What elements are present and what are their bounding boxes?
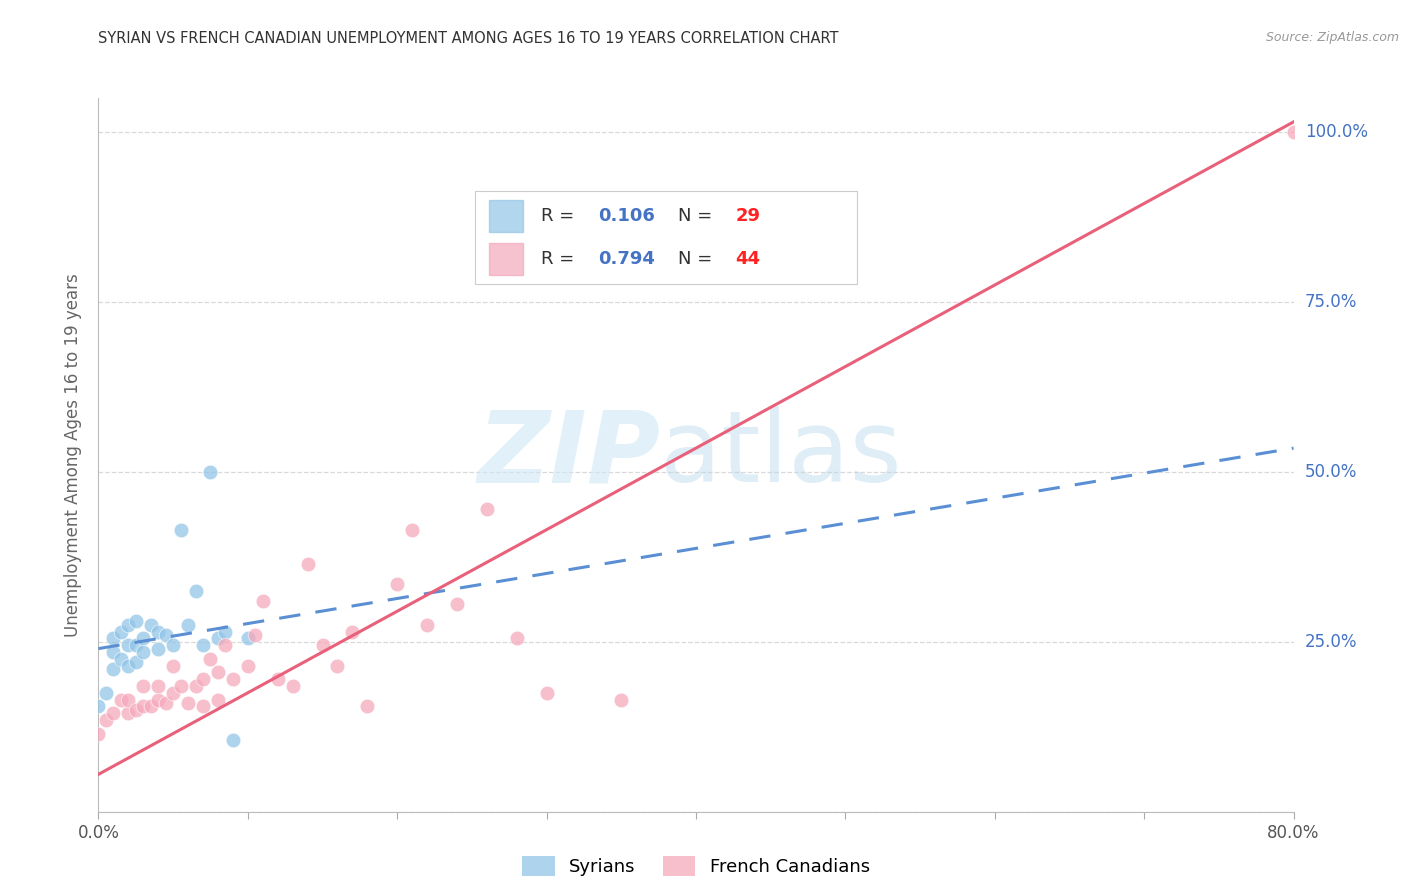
Point <box>139 699 162 714</box>
FancyBboxPatch shape <box>489 200 523 232</box>
Point <box>326 658 349 673</box>
Point <box>148 624 170 639</box>
Legend: Syrians, French Canadians: Syrians, French Canadians <box>513 847 879 885</box>
Point <box>132 679 155 693</box>
Point <box>162 686 184 700</box>
Point <box>416 617 439 632</box>
Point <box>214 638 236 652</box>
Text: 25.0%: 25.0% <box>1305 632 1357 651</box>
Point <box>184 583 207 598</box>
Point <box>103 645 125 659</box>
Point <box>214 624 236 639</box>
Point <box>94 713 117 727</box>
Point <box>87 699 110 714</box>
Text: 29: 29 <box>735 207 761 225</box>
Point <box>177 696 200 710</box>
Point <box>177 617 200 632</box>
Point <box>446 598 468 612</box>
Point <box>342 624 364 639</box>
Text: R =: R = <box>540 250 579 268</box>
Point <box>117 638 139 652</box>
Point <box>200 652 222 666</box>
Text: 75.0%: 75.0% <box>1305 293 1357 311</box>
Point <box>207 692 229 706</box>
Point <box>162 658 184 673</box>
Text: atlas: atlas <box>661 407 901 503</box>
Point <box>117 617 139 632</box>
Point <box>267 672 290 686</box>
Point <box>207 665 229 680</box>
Point <box>148 692 170 706</box>
Point <box>475 502 498 516</box>
Point <box>87 726 110 740</box>
Point <box>125 615 148 629</box>
Point <box>1282 125 1305 139</box>
FancyBboxPatch shape <box>489 243 523 275</box>
Point <box>169 523 191 537</box>
Point <box>110 692 132 706</box>
Point <box>103 632 125 646</box>
Point <box>207 632 229 646</box>
Text: R =: R = <box>540 207 579 225</box>
Text: SYRIAN VS FRENCH CANADIAN UNEMPLOYMENT AMONG AGES 16 TO 19 YEARS CORRELATION CHA: SYRIAN VS FRENCH CANADIAN UNEMPLOYMENT A… <box>98 31 839 46</box>
Text: Source: ZipAtlas.com: Source: ZipAtlas.com <box>1265 31 1399 45</box>
Point <box>356 699 378 714</box>
Point <box>252 594 274 608</box>
Point <box>148 641 170 656</box>
Y-axis label: Unemployment Among Ages 16 to 19 years: Unemployment Among Ages 16 to 19 years <box>65 273 83 637</box>
Point <box>536 686 558 700</box>
Point <box>191 672 214 686</box>
Point <box>132 632 155 646</box>
Point <box>236 658 259 673</box>
Text: 50.0%: 50.0% <box>1305 463 1357 481</box>
Point <box>610 692 633 706</box>
Point <box>132 645 155 659</box>
Text: 0.794: 0.794 <box>598 250 655 268</box>
Point <box>169 679 191 693</box>
Point <box>222 733 245 747</box>
Point <box>117 706 139 721</box>
Point <box>401 523 423 537</box>
Point <box>281 679 304 693</box>
Text: N =: N = <box>678 250 718 268</box>
Point <box>110 624 132 639</box>
Point <box>297 557 319 571</box>
Point <box>103 662 125 676</box>
Point <box>125 655 148 669</box>
Text: ZIP: ZIP <box>477 407 661 503</box>
Point <box>191 699 214 714</box>
Point <box>117 658 139 673</box>
FancyBboxPatch shape <box>475 191 858 284</box>
Point <box>155 628 177 642</box>
Point <box>222 672 245 686</box>
Point <box>200 465 222 479</box>
Point <box>110 652 132 666</box>
Point <box>132 699 155 714</box>
Text: 0.106: 0.106 <box>598 207 655 225</box>
Point <box>311 638 333 652</box>
Point <box>162 638 184 652</box>
Point <box>103 706 125 721</box>
Text: 100.0%: 100.0% <box>1305 123 1368 141</box>
Point <box>94 686 117 700</box>
Point <box>184 679 207 693</box>
Point <box>245 628 267 642</box>
Point <box>236 632 259 646</box>
Point <box>506 632 529 646</box>
Point <box>125 638 148 652</box>
Point <box>125 703 148 717</box>
Point <box>385 577 409 591</box>
Text: N =: N = <box>678 207 718 225</box>
Point <box>117 692 139 706</box>
Point <box>155 696 177 710</box>
Point <box>148 679 170 693</box>
Point <box>191 638 214 652</box>
Point <box>139 617 162 632</box>
Text: 44: 44 <box>735 250 761 268</box>
